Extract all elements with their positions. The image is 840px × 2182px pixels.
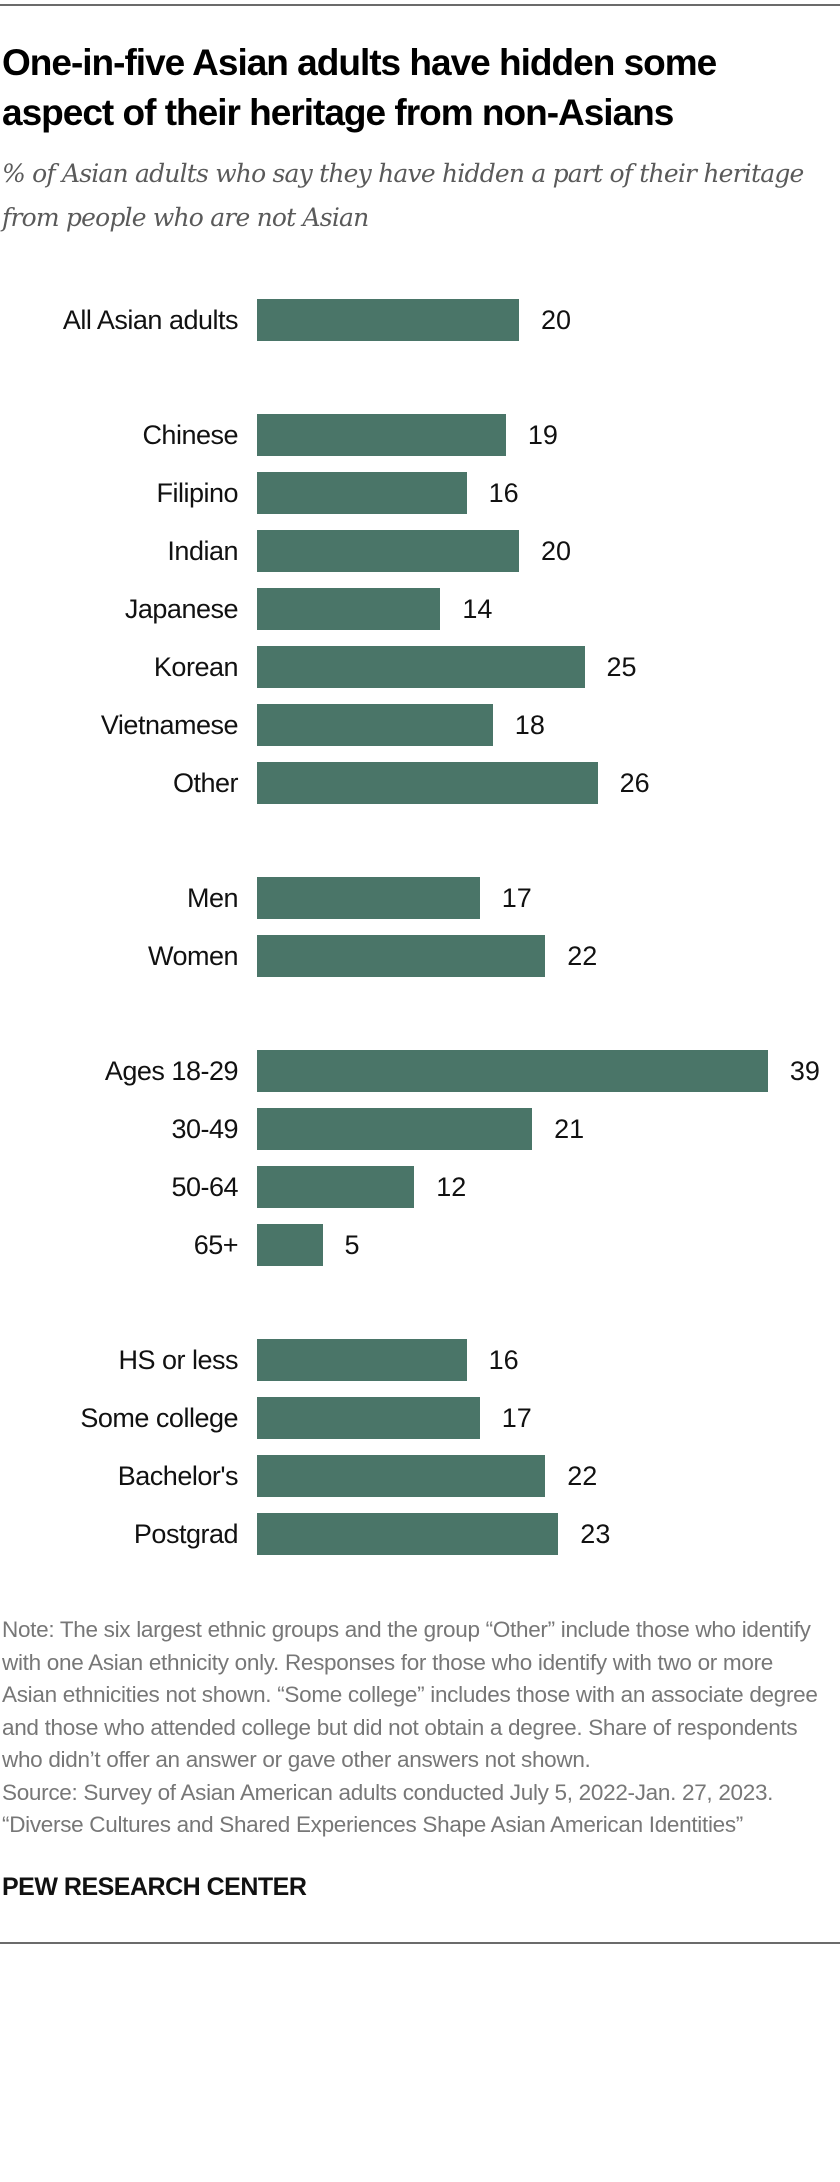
brand-logo-text: PEW RESEARCH CENTER <box>2 1872 307 1901</box>
category-label: All Asian adults <box>62 305 239 335</box>
bar <box>257 762 598 804</box>
bar <box>257 1513 559 1555</box>
bar <box>257 1224 323 1266</box>
value-label: 17 <box>501 883 532 913</box>
bar <box>257 704 493 746</box>
category-label: Indian <box>167 536 238 566</box>
category-label: 30-49 <box>171 1114 238 1144</box>
value-label: 20 <box>541 536 572 566</box>
value-label: 20 <box>541 305 572 335</box>
value-label: 22 <box>567 941 598 971</box>
category-label: Some college <box>80 1403 238 1433</box>
category-label: HS or less <box>118 1345 238 1375</box>
value-label: 5 <box>344 1230 360 1260</box>
category-label: Postgrad <box>133 1519 239 1549</box>
category-label: Men <box>186 883 239 913</box>
bar <box>257 1050 768 1092</box>
bar <box>257 877 480 919</box>
category-label: Korean <box>153 652 239 682</box>
value-label: 18 <box>514 710 545 740</box>
value-label: 23 <box>580 1519 611 1549</box>
value-label: 19 <box>527 420 558 450</box>
bar <box>257 646 585 688</box>
bar <box>257 1339 467 1381</box>
category-label: Vietnamese <box>100 710 239 740</box>
category-label: Bachelor's <box>117 1461 239 1491</box>
bar <box>257 1108 533 1150</box>
bar-chart: All Asian adults 20 Chinese 19 Filipino 16 Ind… <box>0 240 840 1574</box>
category-label: Women <box>147 941 239 971</box>
note-text: Note: The six largest ethnic groups and … <box>2 1617 818 1772</box>
chart-title: One-in-five Asian adults have hidden som… <box>2 42 717 133</box>
bar <box>257 1397 480 1439</box>
category-label: Chinese <box>142 420 238 450</box>
value-label: 39 <box>789 1056 820 1086</box>
bar <box>257 530 519 572</box>
source-text: Source: Survey of Asian American adults … <box>2 1779 774 1805</box>
value-label: 16 <box>488 478 519 508</box>
notes: Note: The six largest ethnic groups and … <box>2 1614 832 1842</box>
value-label: 21 <box>554 1114 585 1144</box>
bar <box>257 1166 415 1208</box>
chart-subtitle: % of Asian adults who say they have hidd… <box>2 159 804 232</box>
bar <box>257 299 519 341</box>
category-label: Filipino <box>156 478 238 508</box>
category-label: 65+ <box>193 1230 239 1260</box>
bar <box>257 472 467 514</box>
category-label: Japanese <box>124 594 239 624</box>
category-label: Other <box>172 768 239 798</box>
value-label: 12 <box>436 1172 467 1202</box>
page: One-in-five Asian adults have hidden som… <box>0 4 840 1944</box>
value-label: 22 <box>567 1461 598 1491</box>
bar <box>257 588 441 630</box>
category-label: Ages 18-29 <box>104 1056 239 1086</box>
bar <box>257 414 506 456</box>
value-label: 26 <box>619 768 650 798</box>
value-label: 25 <box>606 652 637 682</box>
value-label: 17 <box>501 1403 532 1433</box>
bar <box>257 935 546 977</box>
report-title: “Diverse Cultures and Shared Experiences… <box>2 1812 744 1837</box>
bar <box>257 1455 546 1497</box>
category-label: 50-64 <box>171 1172 238 1202</box>
value-label: 16 <box>488 1345 519 1375</box>
bottom-rule <box>0 1941 840 1944</box>
value-label: 14 <box>462 594 493 624</box>
top-rule <box>0 4 840 6</box>
